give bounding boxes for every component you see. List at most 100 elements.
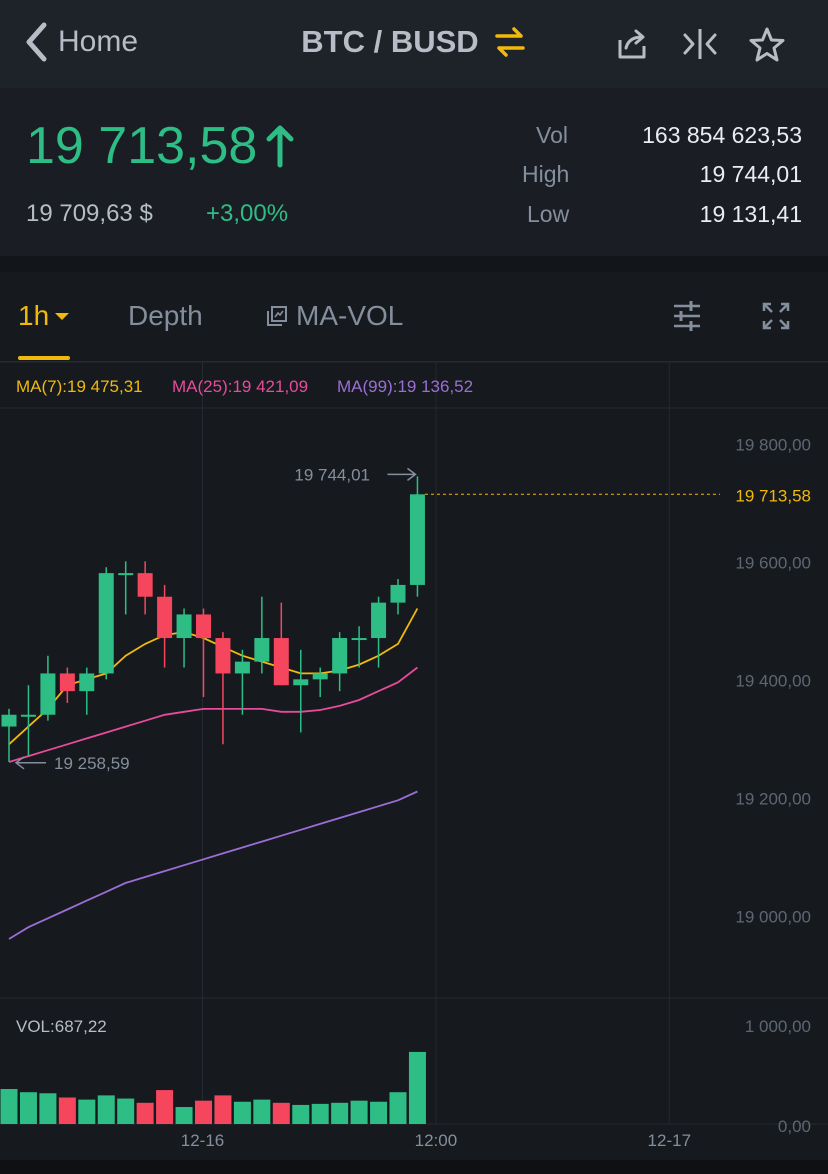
volume-bar: [97, 1095, 115, 1124]
stat-high: High 19 744,01: [522, 161, 802, 188]
interval-label: 1h: [18, 300, 50, 331]
candle-body: [293, 679, 309, 686]
volume-bar: [292, 1104, 310, 1124]
volume-bar: [233, 1101, 251, 1124]
volume-bar: [117, 1098, 135, 1124]
high-marker-label: 19 744,01: [294, 465, 370, 484]
bottom-strip: [0, 1160, 828, 1174]
high-marker-arrow: [387, 467, 417, 481]
candle-body: [371, 602, 387, 639]
favorite-button[interactable]: [748, 26, 786, 69]
candle-body: [98, 573, 114, 674]
fiat-price: 19 709,63 $: [26, 200, 153, 227]
volume-bar: [253, 1099, 271, 1124]
volume-bar: [156, 1090, 174, 1124]
candle-body: [351, 638, 367, 641]
volume-bar: [370, 1101, 388, 1124]
sliders-icon: [674, 301, 700, 331]
y-axis-label: 19 200,00: [735, 789, 811, 808]
compare-button[interactable]: [682, 26, 718, 67]
ma-legend-ma7: MA(7):19 475,31: [16, 377, 143, 396]
caret-down-icon: [55, 313, 70, 320]
last-price-value: 19 713,58: [26, 117, 258, 175]
ma-legend-ma25: MA(25):19 421,09: [172, 377, 308, 396]
volume-y-label: 1 000,00: [745, 1017, 811, 1036]
volume-bar: [19, 1092, 37, 1124]
volume-bar: [175, 1107, 193, 1124]
stat-volume: Vol 163 854 623,53: [522, 122, 802, 149]
active-tab-indicator: [18, 356, 70, 360]
chart-settings-button[interactable]: [672, 300, 702, 337]
candle-body: [390, 584, 406, 603]
star-icon: [749, 27, 785, 62]
indicator-icon: [267, 306, 287, 326]
ticker-panel: 19 713,58 19 709,63 $ +3,00% Vol 163 854…: [0, 88, 828, 256]
ma25-line: [8, 666, 418, 763]
candle-body: [20, 714, 36, 717]
candle-body: [59, 673, 75, 692]
high-label: High: [522, 161, 570, 187]
depth-label: Depth: [128, 300, 203, 331]
compare-icon: [683, 29, 717, 59]
candle-body: [254, 638, 270, 662]
arrow-up-icon: [266, 125, 294, 168]
share-button[interactable]: [614, 26, 650, 67]
fullscreen-button[interactable]: [762, 302, 790, 335]
volume-bar: [214, 1095, 232, 1124]
y-axis-label: 19 400,00: [735, 671, 811, 690]
candle-body: [40, 673, 56, 715]
volume-bar: [408, 1051, 426, 1124]
x-axis-label: 12-17: [648, 1131, 691, 1150]
section-divider: [0, 256, 828, 272]
y-axis-label: 19 800,00: [735, 435, 811, 454]
x-axis-label: 12-16: [181, 1131, 224, 1150]
share-icon: [618, 29, 646, 59]
y-axis-label: 19 000,00: [735, 907, 811, 926]
volume-bar: [311, 1103, 329, 1124]
vol-value: 163 854 623,53: [642, 122, 802, 148]
stat-low: Low 19 131,41: [522, 201, 802, 228]
price-chart[interactable]: 19 800,00 19 600,00 19 400,00 19 200,00 19 0…: [0, 362, 828, 1160]
volume-bar: [39, 1093, 57, 1124]
current-price-label: 19 713,58: [735, 486, 811, 505]
volume-bar: [331, 1102, 349, 1124]
back-button[interactable]: Home: [24, 22, 138, 62]
candle-body: [137, 573, 153, 597]
ma-legend-ma99: MA(99):19 136,52: [337, 377, 473, 396]
last-price: 19 713,58: [26, 116, 295, 176]
y-axis-label: 19 600,00: [735, 553, 811, 572]
low-value: 19 131,41: [699, 201, 802, 227]
candle-body: [118, 573, 134, 576]
tab-ma-vol[interactable]: MA-VOL: [266, 300, 403, 332]
price-change-percent: +3,00%: [206, 200, 289, 227]
candle-body: [196, 614, 211, 639]
ma7-line: [8, 608, 419, 745]
volume-bar: [78, 1099, 96, 1124]
pair-title: BTC / BUSD: [301, 24, 479, 59]
candle-body: [273, 638, 289, 686]
candle-body: [176, 614, 192, 639]
top-bar: Home BTC / BUSD: [0, 0, 828, 88]
expand-icon: [762, 302, 790, 330]
back-label: Home: [58, 25, 139, 58]
volume-bar: [195, 1100, 212, 1124]
ma99-line: [8, 790, 418, 940]
low-marker-label: 19 258,59: [54, 754, 130, 773]
low-label: Low: [527, 201, 570, 227]
pair-selector[interactable]: BTC / BUSD: [0, 24, 828, 60]
tab-depth[interactable]: Depth: [128, 300, 203, 332]
volume-bar: [58, 1097, 76, 1124]
vol-label: Vol: [536, 122, 568, 148]
candle-body: [332, 638, 348, 674]
volume-bar: [272, 1102, 290, 1124]
chart-tabs: 1h Depth MA-VOL: [0, 272, 828, 362]
high-value: 19 744,01: [699, 161, 802, 187]
swap-icon: [494, 27, 525, 57]
volume-bar: [136, 1102, 154, 1124]
volume-label: VOL:687,22: [16, 1017, 107, 1036]
volume-bar: [0, 1089, 18, 1124]
volume-y-label: 0,00: [778, 1117, 811, 1136]
chevron-left-icon: [26, 22, 47, 62]
volume-bar: [389, 1092, 407, 1124]
tab-interval[interactable]: 1h: [18, 300, 71, 332]
